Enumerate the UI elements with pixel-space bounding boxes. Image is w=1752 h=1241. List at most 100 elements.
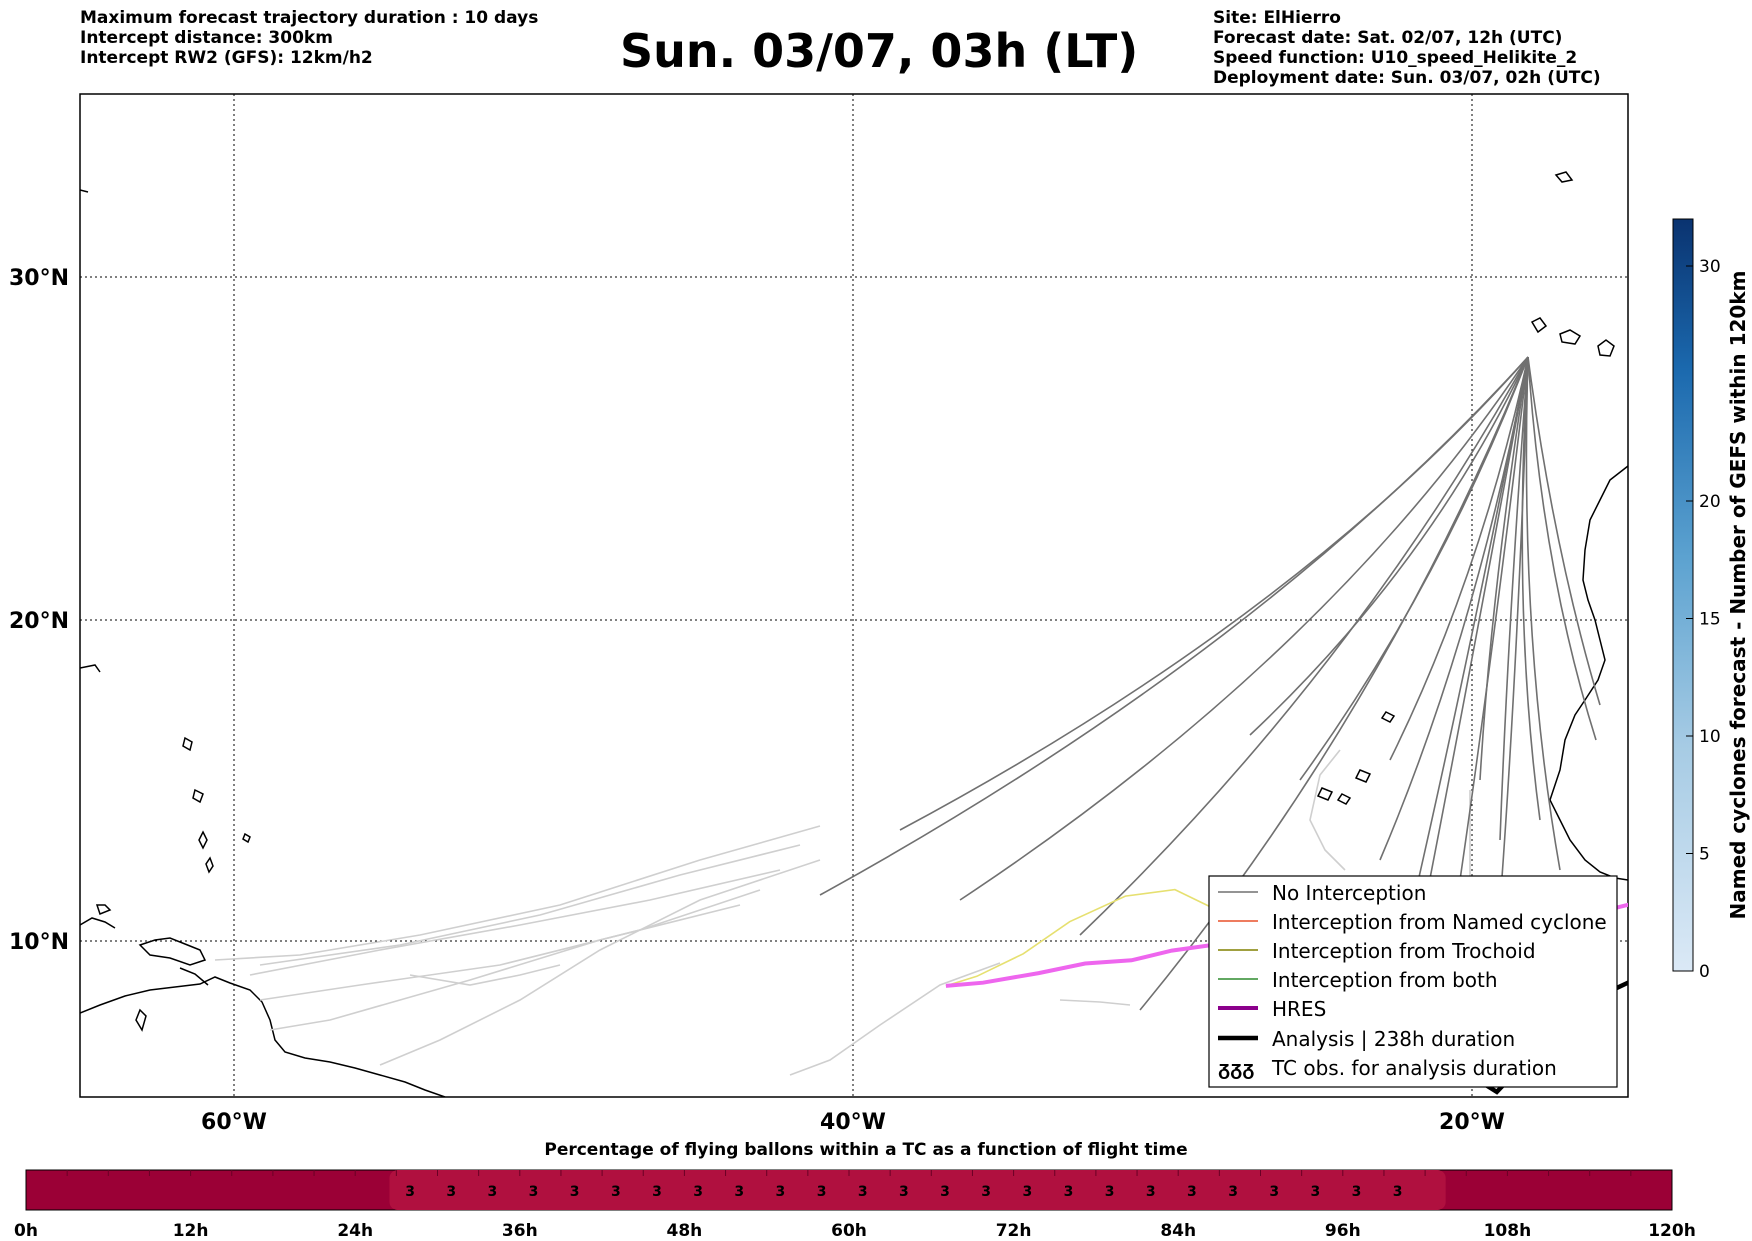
colorbar-tick-label: 5 <box>1699 845 1710 865</box>
intercept-distance-text: Intercept distance: 300km <box>80 28 333 48</box>
trajectory-member <box>1389 356 1529 761</box>
trajectory-member <box>789 962 1001 1076</box>
tc-bar-cell-label: 3 <box>1105 1184 1115 1200</box>
site-info: Site: ElHierro Forecast date: Sat. 02/07… <box>1213 8 1601 88</box>
tc-bar-cells: 3 3 3 3 3 3 3 3 3 3 3 3 3 3 3 3 3 3 3 3 3 3 3 3 3 <box>389 1170 1446 1210</box>
trajectory-member <box>1079 356 1529 936</box>
tc-bar-minor-ticks <box>66 1170 1632 1176</box>
island-outline <box>80 664 101 673</box>
tc-bar-hour-label: 84h <box>1160 1221 1196 1241</box>
site-text: Site: ElHierro <box>1213 8 1341 28</box>
page-title: Sun. 03/07, 03h (LT) <box>620 24 1139 78</box>
tc-bar-cell-label: 3 <box>405 1184 415 1200</box>
colorbar-label: Named cyclones forecast - Number of GEFS… <box>1726 271 1750 920</box>
coastlines <box>80 171 1628 1097</box>
tc-bar-cell-label: 3 <box>940 1184 950 1200</box>
tc-bar-cell-label: 3 <box>1064 1184 1074 1200</box>
tc-bar-cell-label: 3 <box>1393 1184 1403 1200</box>
colorbar-ticks: 30 20 15 10 5 0 <box>1686 257 1721 982</box>
tc-bar-hour-label: 72h <box>996 1221 1032 1241</box>
trajectories-light-gray <box>214 749 1471 1076</box>
tc-bar-hour-label: 120h <box>1648 1221 1696 1241</box>
forecast-parameters: Maximum forecast trajectory duration : 1… <box>80 8 538 68</box>
cape-verde-island <box>1354 769 1372 783</box>
trajectory-member <box>1459 356 1529 881</box>
tc-bar-hour-label: 48h <box>667 1221 703 1241</box>
max-duration-text: Maximum forecast trajectory duration : 1… <box>80 8 539 28</box>
tc-bar-hour-label: 12h <box>173 1221 209 1241</box>
colorbar-tick-label: 15 <box>1699 610 1721 630</box>
cape-verde-island <box>1380 711 1396 723</box>
legend-label-both: Interception from both <box>1272 968 1498 992</box>
colorbar-tick-label: 10 <box>1699 727 1721 747</box>
colorbar-tick-label: 0 <box>1699 962 1710 982</box>
lon-label-40w: 40°W <box>820 1110 886 1135</box>
trajectory-member <box>1309 749 1346 871</box>
colorbar-gradient <box>1672 218 1694 972</box>
tc-bar-cell-label: 3 <box>1310 1184 1320 1200</box>
trajectory-member <box>269 904 741 1031</box>
tc-bar-cell-label: 3 <box>858 1184 868 1200</box>
tc-bar-hour-label: 60h <box>831 1221 867 1241</box>
island-outline <box>95 904 112 915</box>
legend-label-tc-obs: TC obs. for analysis duration <box>1271 1056 1557 1080</box>
tc-bar-cell-label: 3 <box>981 1184 991 1200</box>
lat-label-20n: 20°N <box>9 609 69 634</box>
speed-function-text: Speed function: U10_speed_Helikite_2 <box>1213 48 1578 68</box>
trajectory-member <box>214 825 821 961</box>
tc-bar-cell-label: 3 <box>1187 1184 1197 1200</box>
colorbar-tick-label: 30 <box>1699 257 1721 277</box>
trajectory-member <box>249 869 781 976</box>
trajectory-member <box>1419 356 1529 931</box>
island-outline <box>198 830 208 850</box>
tc-percentage-bar: Percentage of flying ballons within a TC… <box>14 1140 1696 1241</box>
tc-bar-cell-label: 3 <box>1022 1184 1032 1200</box>
tc-bar-title: Percentage of flying ballons within a TC… <box>544 1140 1187 1160</box>
tc-bar-cell-label: 3 <box>446 1184 456 1200</box>
canary-island <box>1597 339 1615 357</box>
tc-bar-cell-label: 3 <box>776 1184 786 1200</box>
legend-label-named-cyclone: Interception from Named cyclone <box>1272 910 1607 934</box>
island-outline <box>135 1008 147 1032</box>
trajectory-member <box>1499 356 1529 841</box>
legend-label-trochoid: Interception from Trochoid <box>1272 939 1536 963</box>
canary-island <box>1530 317 1548 334</box>
legend-box <box>1208 875 1618 1088</box>
forecast-date-text: Forecast date: Sat. 02/07, 12h (UTC) <box>1213 28 1563 48</box>
trajectories-no-interception <box>819 356 1601 1011</box>
legend-label-analysis: Analysis | 238h duration <box>1272 1027 1515 1051</box>
tc-bar-cell-label: 3 <box>899 1184 909 1200</box>
trajectory-member <box>899 356 1529 831</box>
trajectory-member <box>1527 356 1601 706</box>
canary-island <box>1559 329 1582 345</box>
africa-coast <box>1549 465 1628 881</box>
trajectory-member <box>1139 356 1529 1011</box>
trajectory-member <box>1299 356 1529 781</box>
trajectory-analysis <box>1365 980 1628 1095</box>
tc-bar-cell-label: 3 <box>1228 1184 1238 1200</box>
tc-bar-hour-label: 96h <box>1325 1221 1361 1241</box>
lat-label-30n: 30°N <box>9 266 69 291</box>
trajectory-member <box>959 356 1529 901</box>
island-outline <box>80 189 89 193</box>
cape-verde-island <box>1336 793 1352 805</box>
tc-bar-cell-label: 3 <box>734 1184 744 1200</box>
south-america-coast <box>80 976 446 1097</box>
trajectory-member <box>1249 356 1529 736</box>
tc-bar-cell-label: 3 <box>693 1184 703 1200</box>
trajectory-member <box>1521 356 1541 821</box>
tc-bar-hour-label: 24h <box>337 1221 373 1241</box>
colorbar-tick-label: 20 <box>1699 492 1721 512</box>
madeira-island <box>1554 171 1574 183</box>
trajectory-member <box>409 964 561 986</box>
trajectory-member <box>1527 356 1597 741</box>
tc-bar-hour-ticks: 0h 12h 24h 36h 48h 60h 72h 84h 96h 108h 120h <box>14 1221 1696 1241</box>
lon-label-60w: 60°W <box>201 1110 267 1135</box>
tc-bar-cell-label: 3 <box>817 1184 827 1200</box>
trajectory-member <box>259 844 801 966</box>
caribbean-island <box>138 937 207 966</box>
tc-bar-hour-label: 108h <box>1484 1221 1532 1241</box>
legend: No Interception Interception from Named … <box>1208 875 1618 1088</box>
caribbean-coast <box>179 967 209 986</box>
